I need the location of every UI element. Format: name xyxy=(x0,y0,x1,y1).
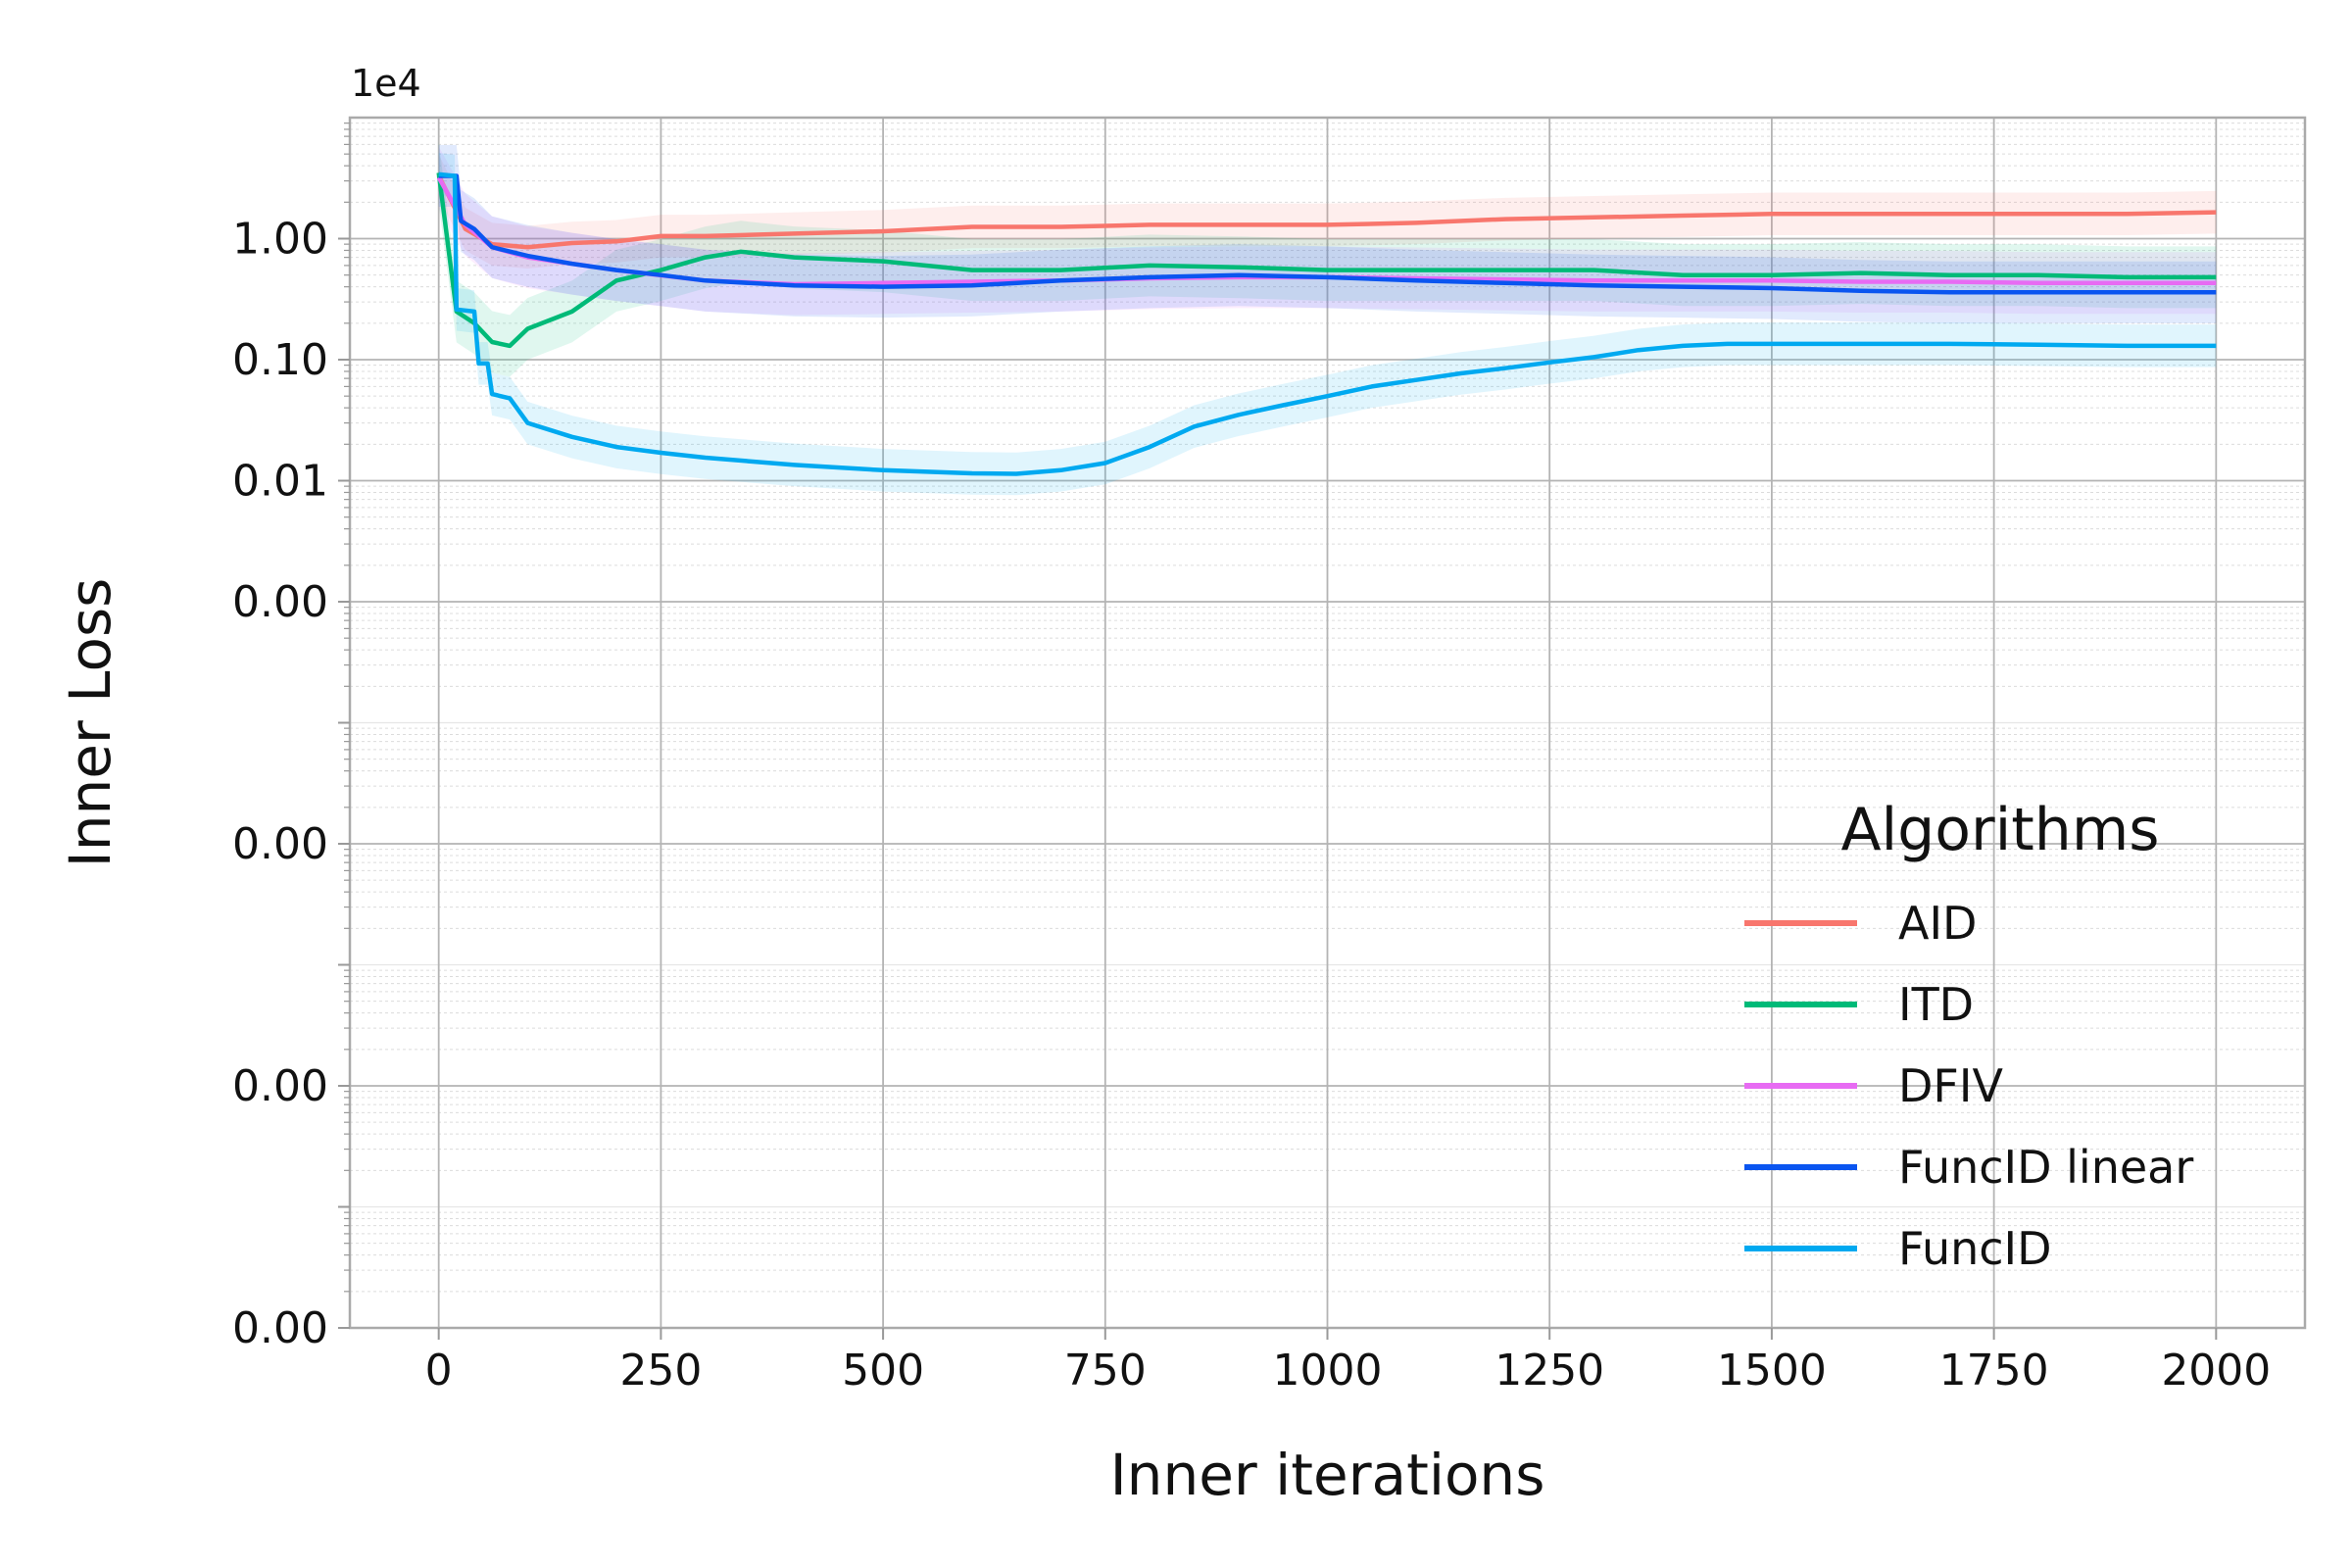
y-tick-label: 0.00 xyxy=(232,1061,328,1111)
y-tick-label: 0.00 xyxy=(232,819,328,869)
y-tick-label: 0.00 xyxy=(232,1303,328,1353)
y-offset-label: 1e4 xyxy=(351,62,421,105)
x-tick-label: 500 xyxy=(842,1346,924,1396)
y-tick-label: 0.10 xyxy=(232,335,328,385)
x-axis-label: Inner iterations xyxy=(1110,1442,1545,1508)
x-tick-label: 750 xyxy=(1064,1346,1147,1396)
band-funcid xyxy=(438,153,2217,496)
legend-label-dfiv: DFIV xyxy=(1898,1059,2003,1112)
y-axis-ticks: 1.00 0.10 0.01 0.00 0.00 0.00 0.00 xyxy=(232,122,350,1353)
legend-label-itd: ITD xyxy=(1898,978,1974,1031)
y-tick-label: 0.00 xyxy=(232,577,328,627)
y-tick-label: 1.00 xyxy=(232,215,328,265)
x-tick-label: 1250 xyxy=(1494,1346,1604,1396)
y-tick-label: 0.01 xyxy=(232,457,328,507)
line-itd xyxy=(436,172,2217,349)
legend-label-funcid-linear: FuncID linear xyxy=(1898,1141,2193,1194)
line-funcid-linear xyxy=(438,173,2217,295)
x-tick-label: 250 xyxy=(619,1346,702,1396)
x-axis-ticks: 0 250 500 750 1000 1250 1500 1750 2000 xyxy=(425,1328,2271,1396)
x-tick-label: 1000 xyxy=(1273,1346,1383,1396)
x-tick-label: 2000 xyxy=(2161,1346,2271,1396)
legend-label-aid: AID xyxy=(1898,897,1977,950)
x-tick-label: 1500 xyxy=(1717,1346,1827,1396)
band-aid xyxy=(438,154,2217,269)
legend: Algorithms AID ITD DFIV FuncID linear FuncID xyxy=(1744,796,2193,1275)
line-aid xyxy=(436,174,2217,250)
x-tick-label: 0 xyxy=(425,1346,453,1396)
x-tick-label: 1750 xyxy=(1939,1346,2049,1396)
legend-label-funcid: FuncID xyxy=(1898,1222,2052,1275)
band-itd xyxy=(438,141,2217,377)
y-axis-label: Inner Loss xyxy=(57,578,123,868)
legend-title: Algorithms xyxy=(1840,796,2159,864)
series-lines xyxy=(436,172,2217,476)
line-funcid xyxy=(438,172,2217,476)
